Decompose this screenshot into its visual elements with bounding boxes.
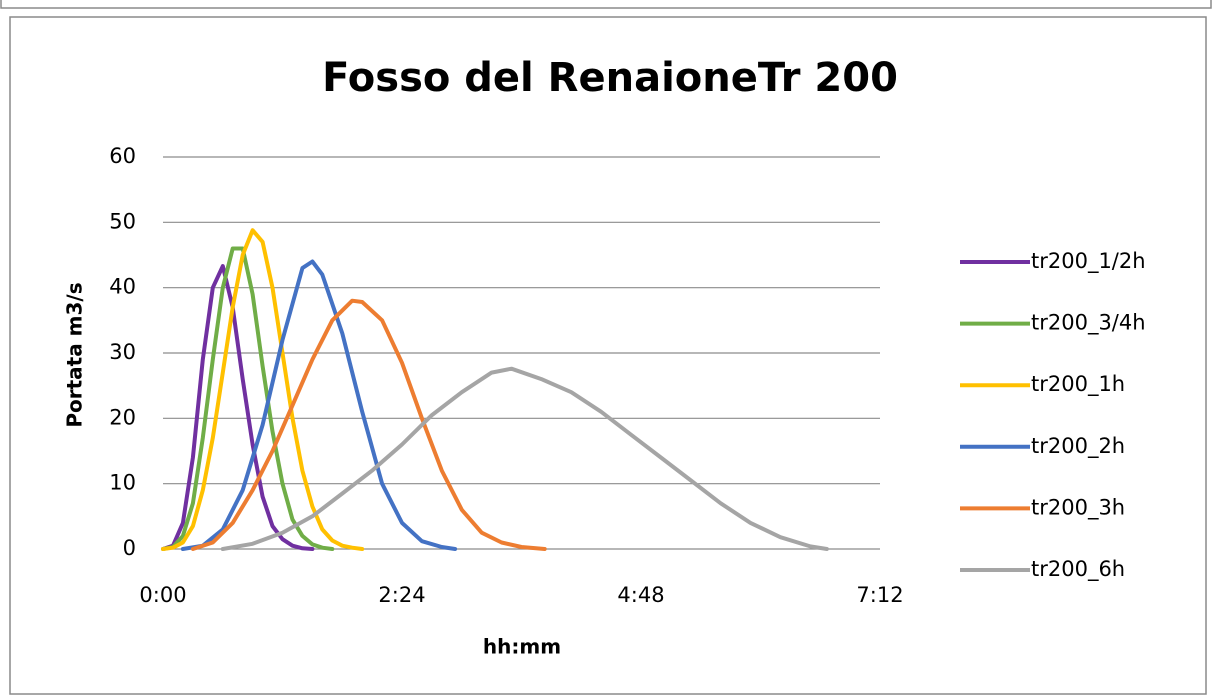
series-line	[161, 264, 315, 551]
chart-frame	[9, 16, 1207, 695]
x-axis-title: hh:mm	[483, 635, 561, 659]
legend-label: tr200_3h	[1031, 495, 1125, 520]
legend-label: tr200_2h	[1031, 434, 1125, 459]
x-tick-label: 0:00	[139, 583, 186, 607]
legend-label: tr200_1h	[1031, 372, 1125, 397]
series-line	[180, 259, 458, 551]
series-line	[161, 246, 335, 551]
y-tick-label: 0	[123, 536, 136, 560]
y-tick-label: 60	[109, 144, 136, 168]
y-tick-label: 30	[109, 340, 136, 364]
chart-title: Fosso del RenaioneTr 200	[322, 55, 898, 101]
series-line	[220, 366, 829, 551]
series-line	[190, 298, 547, 551]
y-tick-label: 40	[109, 275, 136, 299]
series-line	[161, 228, 365, 551]
y-tick-label: 50	[109, 209, 136, 233]
y-tick-label: 20	[109, 405, 136, 429]
y-axis-title: Portata m3/s	[63, 282, 87, 427]
x-tick-label: 7:12	[856, 583, 903, 607]
x-tick-label: 2:24	[378, 583, 425, 607]
y-tick-label: 10	[109, 471, 136, 495]
upper-frame	[0, 0, 1212, 9]
legend-label: tr200_1/2h	[1031, 249, 1146, 274]
legend-label: tr200_6h	[1031, 557, 1125, 582]
legend-label: tr200_3/4h	[1031, 311, 1146, 336]
x-tick-label: 4:48	[617, 583, 664, 607]
